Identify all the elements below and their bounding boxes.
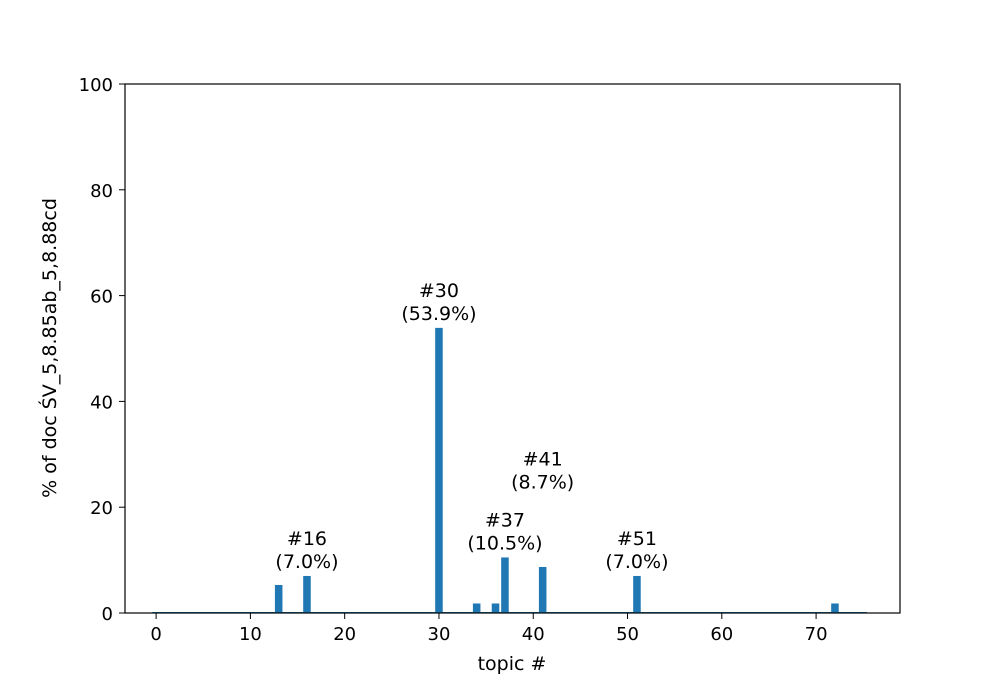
x-tick-label: 40 [522,624,545,645]
bar-topic-30 [435,327,443,613]
bars-group [274,327,839,613]
bar-topic-37 [501,557,509,613]
annotation-topic-37: #37(10.5%) [467,509,542,554]
y-tick-label: 0 [102,604,113,625]
bar-topic-72 [831,603,839,613]
y-axis-ticks: 0 20 40 60 80 100 [79,75,125,625]
y-tick-label: 100 [79,75,113,96]
x-tick-label: 60 [710,624,733,645]
bar-topic-36 [491,603,500,613]
y-tick-label: 40 [90,392,113,413]
annotation-topic-label: #51 [617,528,657,550]
x-tick-label: 10 [239,624,262,645]
y-tick-label: 20 [90,498,113,519]
x-tick-label: 30 [428,624,451,645]
annotation-topic-label: #16 [287,528,327,550]
x-tick-label: 20 [333,624,356,645]
bar-annotations: #16(7.0%)#30(53.9%)#37(10.5%)#41(8.7%)#5… [275,280,668,573]
y-axis-label: % of doc ŚV_5,8.85ab_5,8.88cd [37,198,61,498]
y-tick-label: 80 [90,181,113,202]
x-axis-label: topic # [478,653,547,675]
bar-topic-51 [633,575,641,613]
annotation-topic-label: #41 [523,449,563,471]
annotation-topic-16: #16(7.0%) [275,528,338,573]
y-tick-label: 60 [90,287,113,308]
x-tick-label: 70 [805,624,828,645]
annotation-percent-label: (7.0%) [275,551,338,573]
bar-topic-41 [538,566,547,613]
annotation-percent-label: (8.7%) [511,472,574,494]
annotation-topic-41: #41(8.7%) [511,449,574,494]
plot-frame [124,83,901,614]
x-tick-label: 0 [150,624,161,645]
annotation-topic-label: #30 [419,280,459,302]
bar-topic-34 [472,603,481,613]
annotation-percent-label: (10.5%) [467,532,542,554]
bar-topic-16 [303,575,311,613]
annotation-topic-label: #37 [485,509,525,531]
annotation-topic-51: #51(7.0%) [605,528,668,573]
annotation-percent-label: (53.9%) [401,303,476,325]
x-axis-ticks: 0 10 20 30 40 50 60 70 [150,613,828,645]
annotation-percent-label: (7.0%) [605,551,668,573]
bar-topic-13 [274,584,283,613]
x-tick-label: 50 [616,624,639,645]
annotation-topic-30: #30(53.9%) [401,280,476,325]
